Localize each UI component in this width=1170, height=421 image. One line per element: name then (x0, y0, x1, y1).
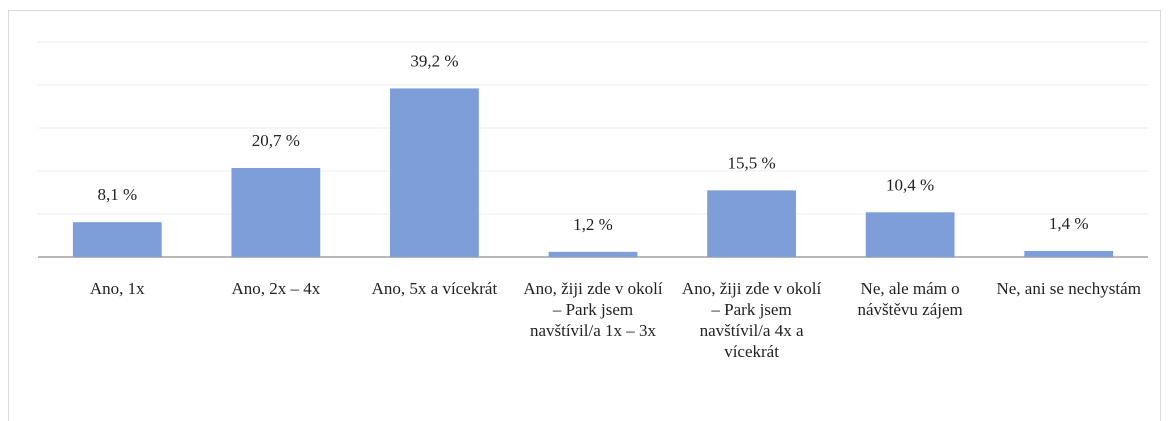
data-label: 1,2 % (573, 215, 613, 234)
data-label: 10,4 % (886, 175, 934, 194)
x-tick-label: Ano, 2x – 4x (231, 279, 321, 298)
bar (707, 190, 796, 257)
data-label: 8,1 % (97, 185, 137, 204)
bar (1024, 250, 1114, 257)
bar (865, 212, 955, 257)
x-tick-label: Ano, žiji zde v okolí – Park jsem navští… (681, 279, 822, 361)
data-label: 20,7 % (252, 131, 300, 150)
x-tick-label: Ne, ani se nechystám (996, 279, 1141, 298)
data-label: 39,2 % (410, 51, 458, 70)
data-label: 1,4 % (1049, 214, 1089, 233)
bar (72, 222, 162, 257)
bar (548, 251, 638, 257)
chart-frame (8, 10, 1161, 421)
x-tick-label: Ne, ale mám o návštěvu zájem (857, 279, 963, 319)
data-label: 15,5 % (727, 153, 775, 172)
x-tick-label: Ano, 5x a vícekrát (371, 279, 498, 298)
bar (390, 88, 479, 257)
x-tick-label: Ano, žiji zde v okolí – Park jsem navští… (523, 279, 663, 340)
x-tick-label: Ano, 1x (89, 279, 145, 298)
bar (231, 167, 321, 257)
